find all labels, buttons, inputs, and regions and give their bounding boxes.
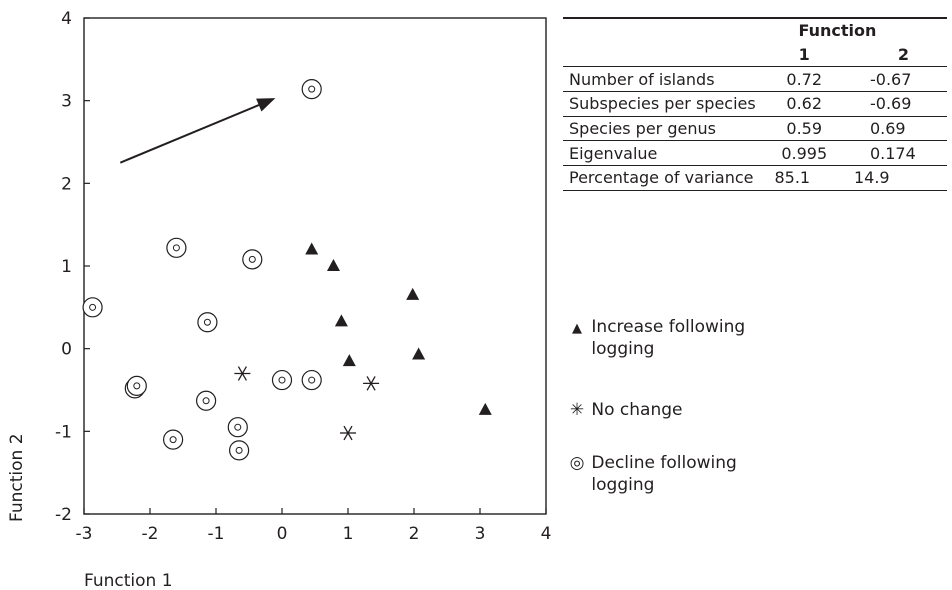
data-point-asterisk [234,366,251,381]
y-tick-label: 3 [61,92,72,112]
x-tick-label: -2 [142,524,159,544]
legend-label: Increase following [591,317,746,337]
data-point-triangle [334,314,348,327]
table-row: Subspecies per species 0.62 -0.69 [563,91,947,117]
legend-no-change: ✳ No change [568,399,683,421]
legend-label: No change [591,400,683,420]
data-point-triangle [326,259,340,271]
data-point-circle [126,375,147,396]
row-label: Subspecies per species [563,91,769,117]
row-label: Number of islands [563,66,769,93]
legend-label: logging [591,475,655,495]
row-value-function-2: 0.69 [839,116,947,142]
table-row: Number of islands 0.72 -0.67 [563,66,947,93]
row-value-function-1: 0.72 [768,66,840,93]
data-point-triangle [478,402,492,415]
data-point-circle [197,312,218,333]
x-tick-label: -1 [208,524,225,544]
y-tick-label: -1 [55,422,72,442]
row-value-function-1: 0.995 [768,140,840,167]
y-tick-label: 1 [61,257,72,277]
data-point-triangle [412,347,426,360]
legend-increase: ▲ Increase following logging [568,316,745,360]
row-value-function-1: 0.59 [768,116,840,142]
y-tick-label: -2 [55,505,72,525]
row-value-function-2: -0.67 [839,66,947,93]
x-tick-label: 2 [409,524,420,544]
table-row: Species per genus 0.59 0.69 [563,116,947,142]
data-point-triangle [305,242,319,255]
table-col-header: 2 [839,42,947,68]
data-point-asterisk [363,376,380,391]
data-point-circle [301,78,322,100]
legend-label: logging [591,339,655,359]
data-point-circle [301,369,322,391]
row-value-function-1: 85.1 [768,165,840,191]
legend-decline: ◎ Decline following logging [568,452,737,496]
y-tick-label: 4 [61,9,72,29]
table-row: Eigenvalue 0.995 0.174 [563,140,947,167]
data-point-triangle [342,354,356,367]
data-point-asterisk [340,425,356,441]
arrow-head [256,98,276,112]
table-group-header: Function [798,21,877,41]
data-points [82,78,492,461]
data-point-triangle [406,287,420,300]
table-row: Percentage of variance 85.1 14.9 [563,165,947,191]
arrow-shaft [119,104,260,164]
row-value-function-1: 0.62 [768,91,840,117]
circle-dot-icon: ◎ [569,453,585,473]
legend-label: Decline following [591,453,737,473]
discriminant-function-table: Function 1 2 Number of islands 0.72 -0.6… [563,17,947,191]
x-tick-label: 0 [277,524,288,544]
x-tick-label: 3 [475,524,486,544]
row-value-function-2: -0.69 [839,91,947,117]
data-point-circle [196,390,217,411]
x-axis-label: Function 1 [84,571,173,590]
filled-triangle-icon: ▲ [572,321,582,336]
data-point-circle [271,369,293,391]
x-tick-label: 1 [343,524,354,544]
row-value-function-2: 14.9 [839,165,947,191]
row-label: Eigenvalue [563,140,769,167]
row-label: Percentage of variance [563,165,769,191]
data-point-circle [242,249,263,270]
table-col-header: 1 [768,42,840,68]
row-value-function-2: 0.174 [839,140,947,167]
x-tick-label: -3 [76,524,93,544]
y-tick-label: 0 [61,340,72,360]
data-point-circle [82,297,103,318]
data-point-circle [227,417,248,438]
y-tick-label: 2 [61,174,72,194]
x-tick-label: 4 [541,524,552,544]
data-point-circle [163,429,184,450]
asterisk-icon: ✳ [569,400,585,420]
data-point-circle [166,237,187,258]
data-point-circle [229,440,250,461]
row-label: Species per genus [563,116,769,142]
y-axis-label: Function 2 [7,433,27,522]
